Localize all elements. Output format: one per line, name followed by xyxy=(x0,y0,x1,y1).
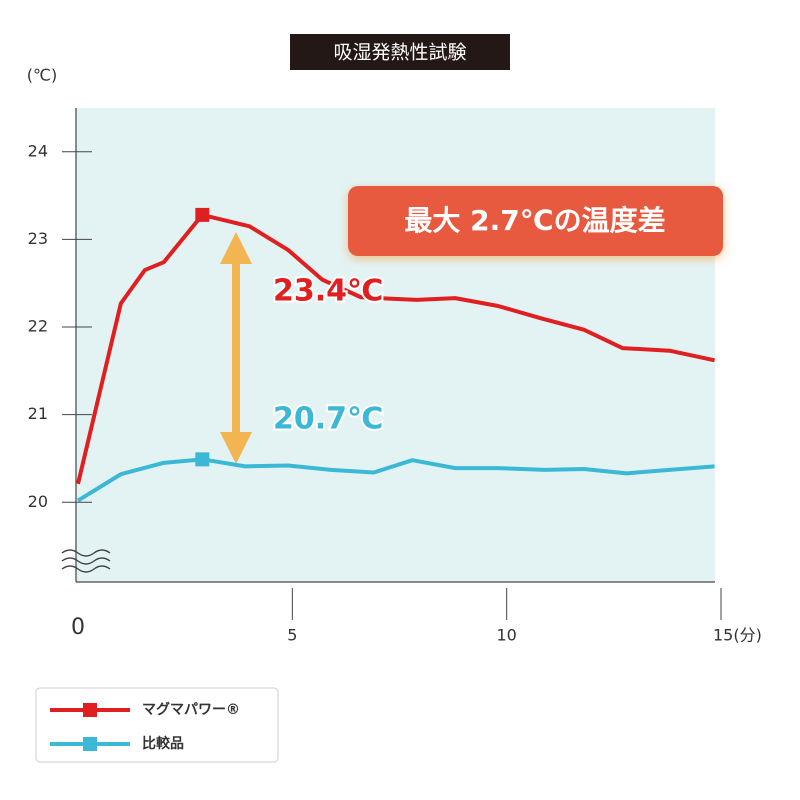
title-bg xyxy=(290,34,510,70)
legend-marker xyxy=(83,737,97,751)
axis-break xyxy=(61,549,111,573)
annotation: 20.7℃ xyxy=(273,402,383,437)
y-tick-label: 21 xyxy=(28,404,48,423)
legend-label: マグマパワー® xyxy=(142,701,240,718)
series-line xyxy=(76,212,715,485)
peak-marker xyxy=(195,452,210,467)
chart-title: 吸湿発熱性試験 xyxy=(333,42,466,64)
y-tick-label: 24 xyxy=(28,141,48,160)
y-tick-label: 20 xyxy=(28,492,48,511)
y-unit: (℃) xyxy=(27,66,57,85)
legend-label: 比較品 xyxy=(142,735,184,752)
y-tick-label: 22 xyxy=(28,317,48,336)
y-tick-label: 23 xyxy=(28,229,48,248)
peak-marker xyxy=(195,207,210,222)
x-tick-label: 5 xyxy=(287,626,297,645)
x-tick-label: 10 xyxy=(496,626,516,645)
legend-marker xyxy=(83,703,97,717)
x-tick-label: 0 xyxy=(71,615,85,640)
series-line xyxy=(76,457,715,503)
callout: 最大 2.7℃の温度差 xyxy=(404,204,665,237)
callout-bg xyxy=(348,186,723,256)
annotation: 23.4℃ xyxy=(273,274,383,309)
x-tick-label: 15(分) xyxy=(713,626,762,645)
